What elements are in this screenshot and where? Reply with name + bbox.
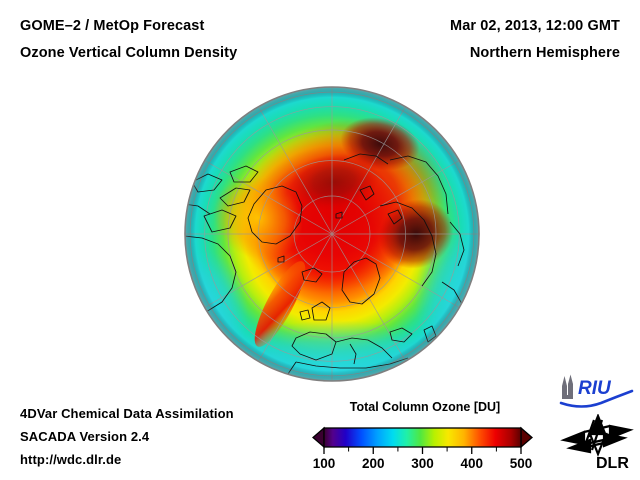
dlr-pinwheel-icon [560, 413, 634, 457]
header-row-primary: GOME–2 / MetOp Forecast Mar 02, 2013, 12… [20, 18, 620, 34]
footer-info: 4DVar Chemical Data Assimilation SACADA … [20, 402, 234, 471]
colorbar-tick-label-2: 300 [411, 456, 434, 471]
colorbar-svg: 100 200 300 400 500 [312, 426, 533, 471]
header-row-secondary: Ozone Vertical Column Density Northern H… [20, 45, 620, 61]
ozone-globe-map [184, 86, 480, 382]
riu-logo-svg: RIU [559, 374, 634, 408]
instrument-title: GOME–2 / MetOp Forecast [20, 18, 205, 34]
footer-line-version: SACADA Version 2.4 [20, 429, 150, 444]
colorbar: Total Column Ozone [DU] [300, 400, 550, 472]
product-title: Ozone Vertical Column Density [20, 45, 238, 61]
riu-wordmark: RIU [578, 378, 612, 399]
colorbar-major-ticks [323, 447, 522, 454]
dlr-logo: DLR [560, 413, 636, 472]
coastline-arabia [415, 355, 447, 375]
riu-swoosh-icon [559, 389, 634, 408]
colorbar-minor-ticks [348, 447, 497, 452]
timestamp-label: Mar 02, 2013, 12:00 GMT [450, 18, 620, 34]
globe-outline [184, 86, 480, 382]
colorbar-tick-label-3: 400 [460, 456, 483, 471]
colorbar-title: Total Column Ozone [DU] [349, 400, 501, 414]
dlr-wordmark: DLR [596, 455, 629, 472]
orthographic-projection-svg [184, 86, 480, 382]
globe-limb-shading [185, 87, 479, 381]
colorbar-arrow-right [520, 426, 533, 449]
region-label: Northern Hemisphere [469, 45, 620, 61]
colorbar-arrow-left [312, 426, 325, 449]
colorbar-tick-label-0: 100 [313, 456, 336, 471]
header: GOME–2 / MetOp Forecast Mar 02, 2013, 12… [0, 0, 640, 70]
footer-line-url[interactable]: http://wdc.dlr.de [20, 452, 122, 467]
colorbar-tick-label-4: 500 [510, 456, 533, 471]
colorbar-gradient-bar [323, 427, 522, 448]
footer-line-assimilation: 4DVar Chemical Data Assimilation [20, 406, 234, 421]
colorbar-tick-labels: 100 200 300 400 500 [313, 456, 533, 471]
dlr-logo-svg: DLR [560, 413, 634, 472]
cathedral-spires-icon [562, 374, 573, 399]
colorbar-tick-label-1: 200 [362, 456, 385, 471]
riu-logo: RIU [556, 373, 636, 409]
